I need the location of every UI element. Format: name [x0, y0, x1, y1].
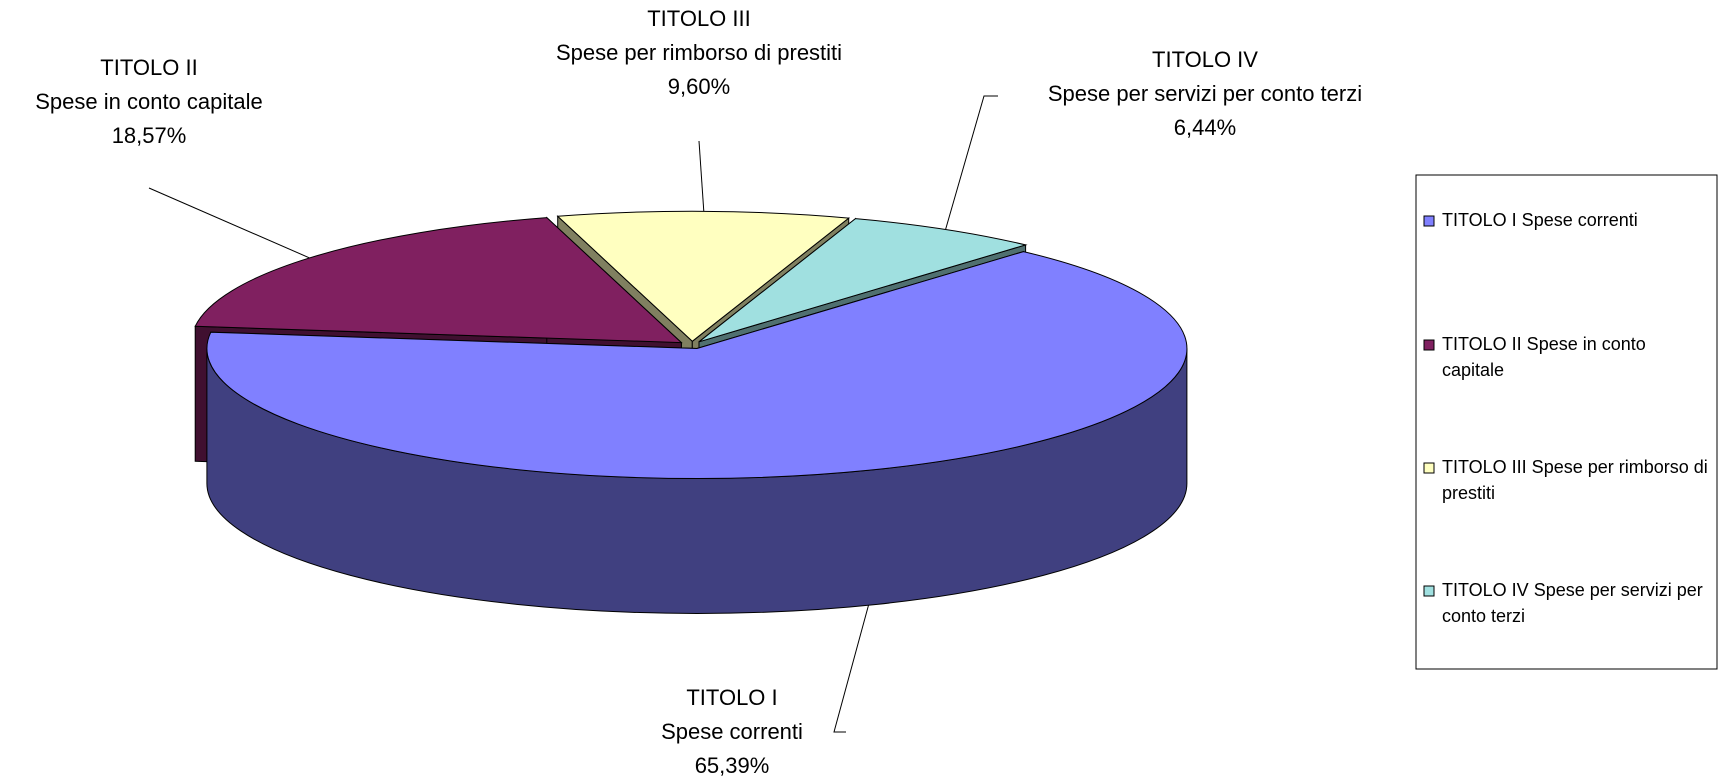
legend-label: TITOLO III Spese per rimborso di prestit…: [1442, 457, 1713, 503]
slice-label-title: TITOLO III: [647, 6, 751, 31]
legend-label: TITOLO IV Spese per servizi per conto te…: [1442, 580, 1708, 626]
legend-swatch: [1423, 215, 1435, 227]
slice: [206, 250, 1188, 614]
leader-line: [945, 95, 998, 230]
slice-label-text: Spese correnti: [661, 719, 803, 744]
leader-line: [148, 187, 310, 259]
legend-line: capitale: [1442, 360, 1504, 380]
legend-line: TITOLO III Spese per rimborso di: [1442, 457, 1713, 477]
slice-label-title: TITOLO II: [100, 55, 197, 80]
slice-label-text: Spese in conto capitale: [35, 89, 263, 114]
legend-line: conto terzi: [1442, 606, 1525, 626]
slice-label-text: Spese per rimborso di prestiti: [556, 40, 842, 65]
slice-value-label: 65,39%: [695, 753, 770, 778]
leader-line: [833, 605, 869, 733]
slice-top: [698, 218, 1028, 343]
legend-label: TITOLO II Spese in conto capitale: [1442, 334, 1651, 380]
legend-line: prestiti: [1442, 483, 1495, 503]
slice-value-label: 18,57%: [112, 123, 187, 148]
slice-top: [206, 251, 1188, 480]
legend-swatch: [1423, 585, 1435, 597]
legend-line: TITOLO IV Spese per servizi per: [1442, 580, 1708, 600]
slice-label-title: TITOLO I: [686, 685, 777, 710]
slice-value-label: 6,44%: [1174, 115, 1236, 140]
leader-line: [698, 140, 705, 212]
legend-line: TITOLO II Spese in conto: [1442, 334, 1651, 354]
legend-swatch: [1423, 339, 1435, 351]
slice-label-title: TITOLO IV: [1152, 47, 1258, 72]
legend-line: TITOLO I Spese correnti: [1442, 210, 1638, 230]
legend-label: TITOLO I Spese correnti: [1442, 210, 1638, 230]
slice-value-label: 9,60%: [668, 74, 730, 99]
slice-top: [194, 217, 683, 344]
slice-label-text: Spese per servizi per conto terzi: [1048, 81, 1362, 106]
legend-box: [1415, 174, 1718, 670]
legend-swatch: [1423, 462, 1435, 474]
slice-top: [556, 210, 850, 342]
